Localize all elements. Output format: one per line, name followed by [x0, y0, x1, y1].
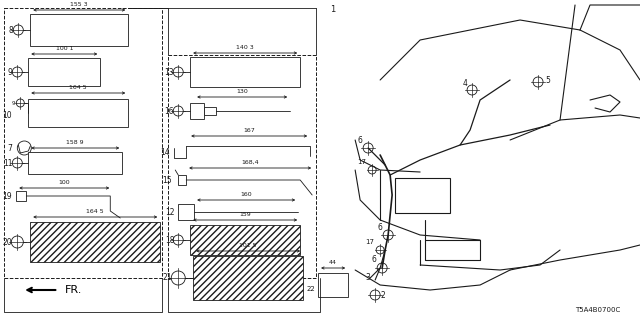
Text: 6: 6 — [357, 135, 362, 145]
Text: 3: 3 — [365, 274, 370, 283]
Text: 1: 1 — [330, 5, 335, 14]
Circle shape — [12, 67, 22, 77]
Bar — [178, 175, 186, 185]
Text: 2: 2 — [380, 291, 385, 300]
Text: 6: 6 — [377, 222, 382, 231]
Text: 9: 9 — [8, 68, 12, 76]
Circle shape — [173, 67, 183, 77]
Circle shape — [12, 158, 22, 168]
Text: 8: 8 — [8, 26, 13, 35]
Bar — [30, 222, 160, 262]
Text: 22: 22 — [307, 286, 315, 292]
Text: 10: 10 — [3, 110, 12, 119]
Circle shape — [172, 271, 185, 285]
Text: 164 5: 164 5 — [86, 209, 104, 214]
Bar — [28, 152, 122, 174]
Text: 18: 18 — [164, 236, 174, 244]
Text: 6: 6 — [371, 255, 376, 265]
Text: 44: 44 — [329, 260, 337, 265]
Circle shape — [467, 85, 477, 95]
Bar — [318, 273, 348, 297]
Bar — [168, 55, 316, 278]
Bar — [16, 191, 26, 201]
Bar — [193, 256, 303, 300]
Circle shape — [370, 290, 380, 300]
Bar — [178, 204, 194, 220]
Text: 5: 5 — [545, 76, 550, 84]
Text: 17: 17 — [365, 239, 374, 245]
Text: 155 3: 155 3 — [70, 2, 88, 7]
Text: 14: 14 — [161, 148, 170, 156]
Text: 130: 130 — [236, 89, 248, 94]
Text: 4: 4 — [462, 78, 467, 87]
Circle shape — [16, 99, 24, 107]
Text: FR.: FR. — [65, 285, 83, 295]
Text: 13: 13 — [164, 68, 174, 76]
Text: 7: 7 — [8, 143, 12, 153]
Circle shape — [368, 166, 376, 174]
Circle shape — [376, 246, 384, 254]
Bar — [30, 14, 128, 46]
Bar — [28, 99, 128, 127]
Circle shape — [363, 143, 373, 153]
Circle shape — [173, 106, 183, 116]
Text: 159: 159 — [239, 212, 251, 217]
Bar — [395, 178, 450, 213]
Text: 168,4: 168,4 — [241, 160, 259, 165]
Text: 101 5: 101 5 — [239, 243, 257, 248]
Circle shape — [377, 263, 387, 273]
Text: 100: 100 — [58, 180, 70, 185]
Text: 167: 167 — [243, 128, 255, 133]
Bar — [4, 8, 163, 278]
Text: T5A4B0700C: T5A4B0700C — [575, 307, 620, 313]
Text: 20: 20 — [3, 237, 12, 246]
Text: 9: 9 — [12, 100, 15, 106]
Bar — [28, 58, 100, 86]
Circle shape — [17, 141, 31, 155]
Circle shape — [12, 236, 23, 248]
Text: 100 1: 100 1 — [56, 46, 73, 51]
Circle shape — [173, 235, 183, 245]
Bar — [190, 103, 204, 119]
Text: 140 3: 140 3 — [236, 45, 254, 50]
Bar — [190, 225, 300, 255]
Text: 19: 19 — [3, 191, 12, 201]
Text: 16: 16 — [164, 107, 174, 116]
Text: 21: 21 — [163, 274, 172, 283]
Text: 158 9: 158 9 — [67, 140, 84, 145]
Circle shape — [13, 25, 23, 35]
Text: 12: 12 — [164, 207, 174, 217]
Text: 160: 160 — [241, 192, 252, 197]
Text: 17: 17 — [357, 159, 366, 165]
Bar — [190, 57, 300, 87]
Circle shape — [383, 230, 393, 240]
Text: 15: 15 — [163, 175, 172, 185]
Bar — [204, 107, 216, 115]
Text: 164 5: 164 5 — [70, 85, 87, 90]
Text: 11: 11 — [3, 158, 12, 167]
Circle shape — [533, 77, 543, 87]
